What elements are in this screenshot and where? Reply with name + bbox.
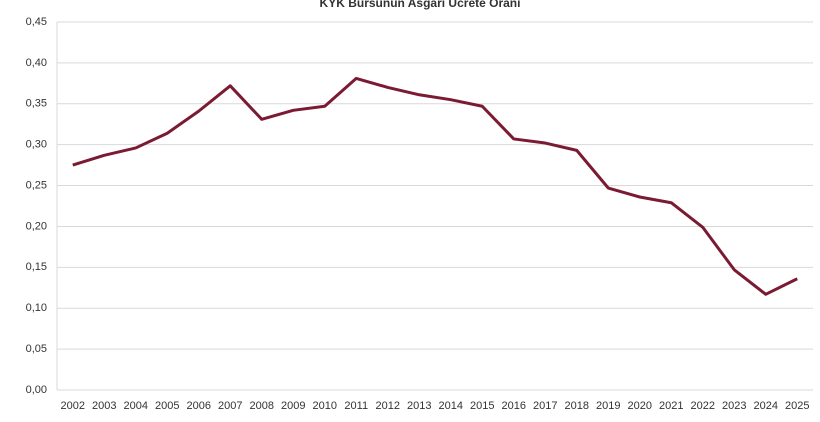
y-tick-label: 0,45	[26, 16, 47, 28]
x-tick-label: 2004	[124, 400, 148, 412]
y-tick-label: 0,05	[26, 343, 47, 355]
x-tick-label: 2008	[250, 400, 274, 412]
x-tick-label: 2021	[659, 400, 683, 412]
x-tick-label: 2003	[92, 400, 116, 412]
x-tick-label: 2002	[61, 400, 85, 412]
x-tick-label: 2014	[439, 400, 463, 412]
y-tick-label: 0,35	[26, 98, 47, 110]
x-tick-label: 2016	[502, 400, 526, 412]
x-tick-label: 2019	[596, 400, 620, 412]
x-tick-label: 2020	[628, 400, 652, 412]
x-tick-label: 2013	[407, 400, 431, 412]
x-tick-label: 2012	[376, 400, 400, 412]
y-tick-label: 0,15	[26, 261, 47, 273]
x-tick-label: 2015	[470, 400, 494, 412]
x-tick-label: 2018	[565, 400, 589, 412]
x-tick-label: 2005	[155, 400, 179, 412]
y-tick-label: 0,00	[26, 384, 47, 396]
chart-title: KYK Bursunun Asgari Ücrete Oranı	[320, 0, 521, 10]
y-tick-label: 0,40	[26, 57, 47, 69]
x-tick-label: 2010	[313, 400, 337, 412]
x-tick-label: 2025	[785, 400, 809, 412]
y-tick-label: 0,30	[26, 139, 47, 151]
data-line	[72, 76, 798, 296]
x-tick-label: 2009	[281, 400, 305, 412]
x-tick-label: 2007	[218, 400, 242, 412]
x-tick-label: 2022	[691, 400, 715, 412]
y-tick-label: 0,10	[26, 302, 47, 314]
y-tick-label: 0,20	[26, 220, 47, 232]
x-tick-label: 2006	[187, 400, 211, 412]
x-tick-label: 2023	[722, 400, 746, 412]
y-tick-label: 0,25	[26, 179, 47, 191]
x-tick-label: 2024	[754, 400, 778, 412]
x-tick-label: 2017	[533, 400, 557, 412]
x-tick-label: 2011	[344, 400, 368, 412]
